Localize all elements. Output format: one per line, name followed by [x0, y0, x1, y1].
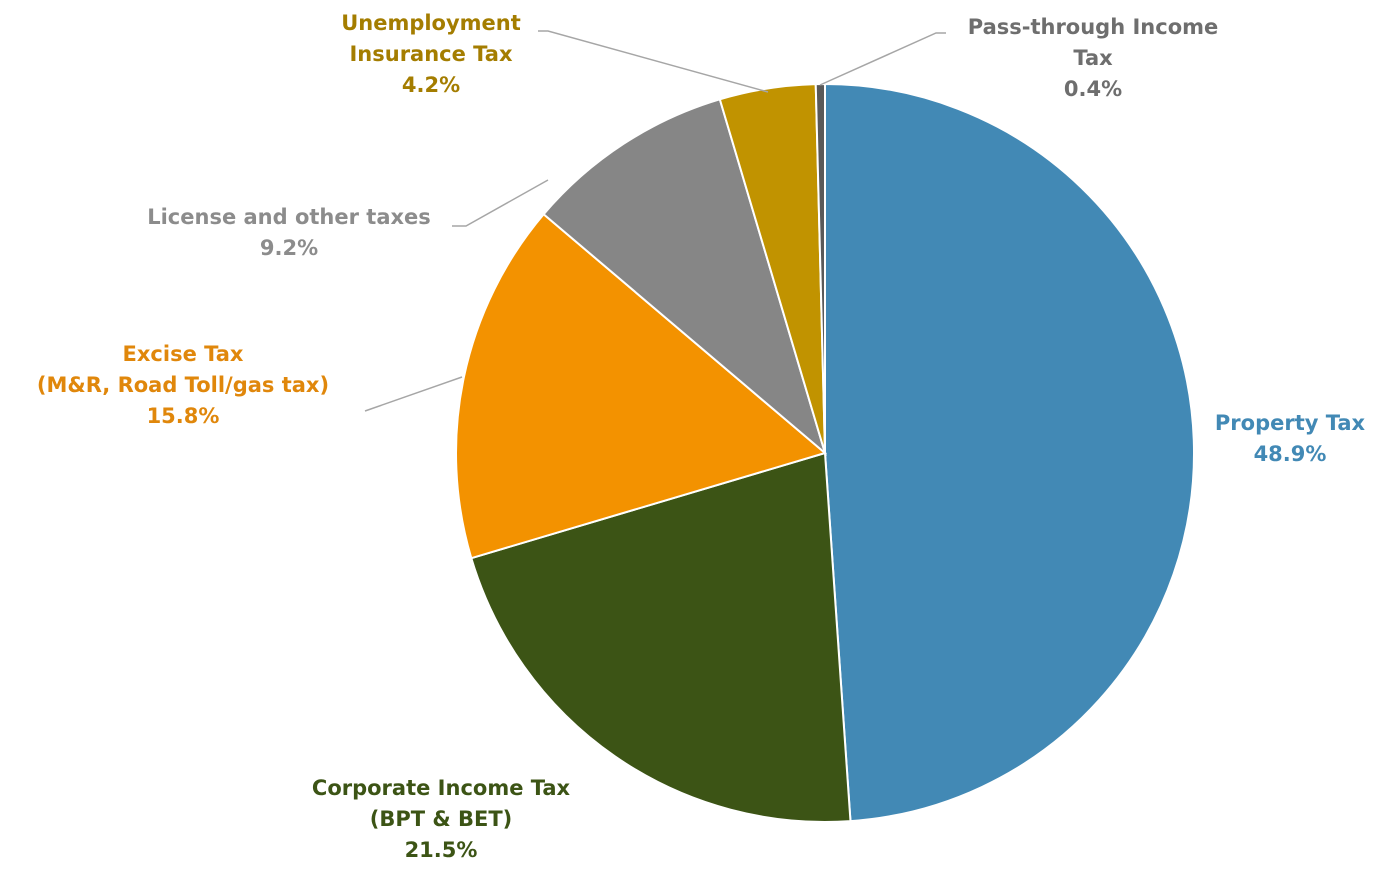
slice-name-label: (BPT & BET): [370, 807, 513, 831]
slice-label-5: Pass-through Income Tax 0.4%: [968, 15, 1219, 101]
pie-slice-3: [542, 98, 827, 456]
slice-value-label: 48.9%: [1254, 442, 1327, 466]
slice-name-label: Tax: [1073, 46, 1113, 70]
slice-name-label: Property Tax: [1215, 411, 1366, 435]
pie-slice-0: [824, 82, 1195, 823]
slice-name-label: (M&R, Road Toll/gas tax): [37, 373, 329, 397]
leader-line-2: [364, 376, 463, 412]
slice-value-label: 0.4%: [1064, 77, 1122, 101]
slice-label-1: Corporate Income Tax (BPT & BET) 21.5%: [312, 776, 571, 862]
pie-slices: [455, 82, 1195, 823]
leader-line-5: [819, 32, 946, 86]
pie-slice-1: [470, 451, 852, 823]
slice-value-label: 4.2%: [402, 73, 460, 97]
slice-name-label: Unemployment: [341, 11, 521, 35]
slice-label-4: Unemployment Insurance Tax 4.2%: [341, 11, 521, 97]
slice-name-label: Excise Tax: [123, 342, 244, 366]
leader-lines: [364, 30, 946, 412]
leader-line-3: [452, 179, 549, 227]
slice-value-label: 9.2%: [260, 236, 318, 260]
slice-name-label: License and other taxes: [147, 205, 431, 229]
slice-value-label: 21.5%: [405, 838, 478, 862]
slice-label-3: License and other taxes 9.2%: [147, 205, 431, 260]
slice-name-label: Pass-through Income: [968, 15, 1219, 39]
slice-value-label: 15.8%: [147, 404, 220, 428]
slice-name-label: Corporate Income Tax: [312, 776, 571, 800]
slice-name-label: Insurance Tax: [349, 42, 512, 66]
leader-line-4: [538, 30, 769, 93]
pie-slice-2: [455, 212, 828, 560]
slice-labels: Property Tax 48.9% Corporate Income Tax (BP…: [37, 11, 1366, 862]
slice-label-0: Property Tax 48.9%: [1215, 411, 1366, 466]
slice-label-2: Excise Tax (M&R, Road Toll/gas tax) 15.8%: [37, 342, 329, 428]
